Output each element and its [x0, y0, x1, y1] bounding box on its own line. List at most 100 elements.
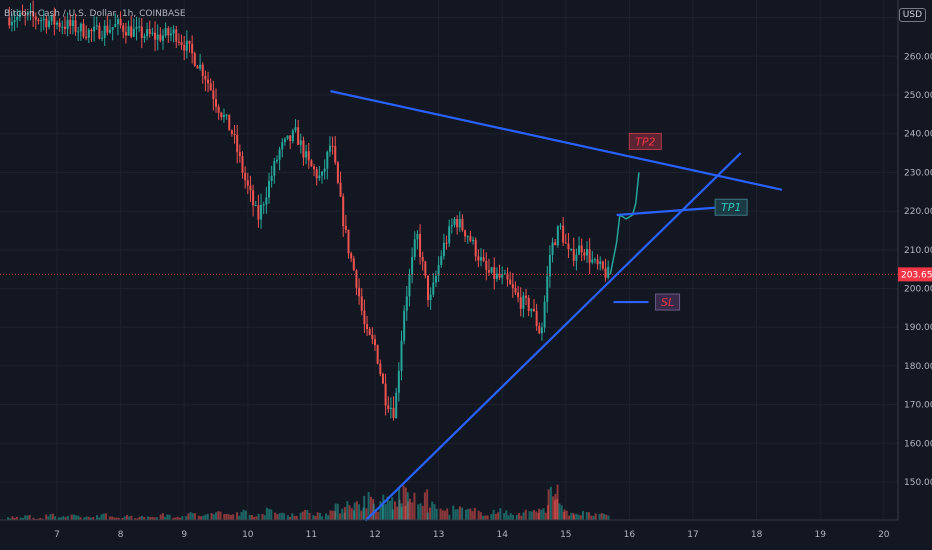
volume-bar [419, 503, 422, 520]
volume-bar [535, 511, 538, 520]
candle-body [421, 256, 424, 262]
candle-body [273, 161, 276, 176]
volume-bar [206, 513, 209, 520]
candle-body [281, 142, 284, 150]
volume-bar [556, 498, 559, 520]
candle-body [384, 383, 387, 406]
time-axis[interactable]: 7 8 9 10 11 12 13 14 15 16 17 18 19 20 [0, 519, 898, 540]
volume-bar [499, 508, 502, 520]
volume-bar [341, 508, 344, 520]
volume-bar [168, 514, 171, 520]
volume-bar [331, 510, 334, 520]
volume-bar [448, 514, 451, 520]
candle-body [366, 324, 369, 330]
candle-body [233, 134, 236, 136]
volume-bar [417, 504, 420, 520]
candle-body [429, 294, 432, 300]
volume-bar [60, 517, 63, 520]
volume-bar [179, 517, 182, 520]
projection-path [609, 172, 640, 275]
candle-body [570, 249, 573, 251]
time-tick-label: 18 [751, 530, 763, 540]
price-axis[interactable]: 150.00 160.00 170.00 180.00 190.00 200.00 210.… [897, 0, 932, 520]
volume-bar [215, 512, 217, 520]
volume-bar [200, 516, 203, 520]
candle-body [34, 16, 37, 20]
candle-body [217, 106, 220, 113]
volume-bar [299, 512, 302, 520]
volume-bar [194, 513, 197, 520]
volume-bar [28, 514, 31, 520]
trade-labels[interactable]: TP2 TP1 SL [628, 132, 748, 311]
candle-body [268, 180, 270, 198]
candle-body [302, 140, 305, 158]
volume-bar [289, 516, 292, 520]
volume-bar [191, 513, 194, 520]
candle-body [257, 205, 260, 220]
volume-bar [174, 517, 177, 520]
volume-bar [36, 518, 39, 520]
volume-bar [261, 513, 264, 520]
candle-body [164, 28, 167, 36]
volume-bar [274, 512, 277, 520]
volume-bar [210, 513, 213, 520]
candle-body [350, 253, 353, 259]
volume-bar [507, 515, 510, 520]
candle-body [567, 243, 570, 250]
candle-body [328, 145, 331, 152]
candle-body [220, 112, 223, 118]
candle-body [334, 146, 337, 163]
volume-bar [379, 501, 382, 520]
volume-bar [590, 515, 593, 520]
candle-body [297, 127, 300, 145]
volume-bar [558, 503, 561, 520]
symbol-title: Bitcoin Cash / U.S. Dollar, 1h, COINBASE [4, 9, 186, 19]
volume-bar [70, 514, 73, 520]
candle-body [313, 166, 316, 170]
candle-body [50, 15, 53, 21]
volume-bar [533, 510, 535, 520]
volume-bar [134, 518, 137, 520]
candle-body [511, 284, 514, 289]
volume-bar [482, 515, 485, 520]
volume-bar [136, 518, 139, 520]
volume-bar [377, 511, 380, 520]
candle-body [162, 35, 164, 41]
volume-bar [75, 515, 78, 520]
volume-bar [293, 515, 296, 520]
candle-body [90, 29, 93, 32]
candle-body [490, 267, 493, 273]
candle-body [79, 23, 82, 32]
candle-body [363, 310, 366, 325]
volume-bar [280, 512, 283, 520]
volume-bar [348, 505, 351, 520]
candle-body [419, 233, 422, 257]
candle-body [244, 172, 247, 181]
currency-badge[interactable]: USD [898, 8, 926, 22]
volume-bar [530, 511, 533, 520]
candle-body [201, 64, 204, 76]
volume-bar [151, 516, 154, 520]
volume-bar [542, 508, 545, 520]
volume-bar [402, 485, 405, 520]
volume-bar [607, 515, 610, 520]
volume-bar [600, 513, 603, 520]
candle-body [69, 19, 72, 27]
volume-bar [212, 514, 215, 520]
volume-bar [219, 511, 222, 520]
candle-body [156, 34, 159, 40]
volume-bar [87, 516, 90, 520]
candle-body [278, 149, 281, 160]
time-tick-label: 11 [306, 530, 317, 540]
volume-bar [143, 516, 146, 520]
trendlines[interactable] [330, 90, 783, 522]
last-price-label: 203.65 [901, 270, 932, 280]
candle-body [392, 407, 395, 419]
volume-bar [312, 515, 315, 520]
volume-bar [579, 515, 582, 520]
volume-bar [391, 509, 394, 520]
candle-body [501, 274, 504, 278]
candle-body [562, 225, 565, 243]
volume-bar [232, 514, 235, 520]
